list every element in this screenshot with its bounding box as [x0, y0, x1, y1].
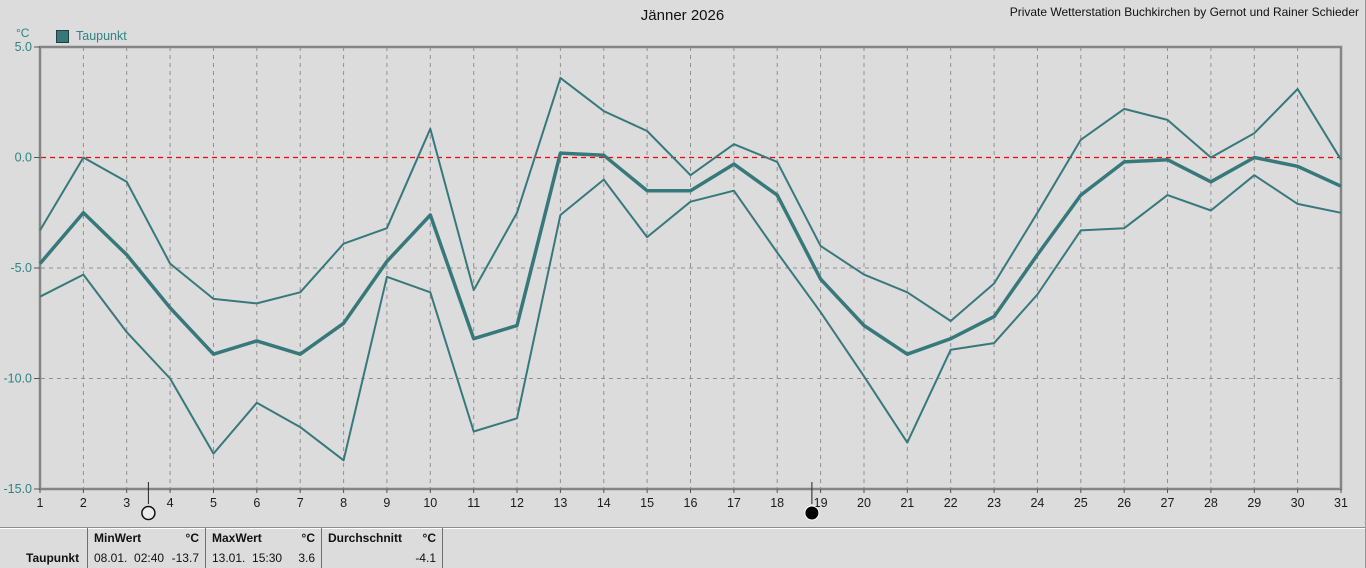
y-tick-label: -5.0 — [10, 261, 32, 275]
legend-swatch-icon — [56, 29, 69, 43]
minwert-datetime: 08.01. 02:40 — [94, 551, 165, 565]
series-line-max — [39, 76, 1342, 322]
x-tick-label: 31 — [1334, 496, 1348, 510]
x-tick-label: 3 — [123, 496, 130, 510]
maxwert-value: 3.6 — [298, 551, 315, 565]
y-tick-label: -10.0 — [4, 372, 33, 386]
maxwert-unit: °C — [301, 531, 315, 545]
y-tick-label: 5.0 — [15, 40, 32, 54]
x-tick-label: 20 — [857, 496, 871, 510]
chart-svg: 5.00.0-5.0-10.0-15.01 2 3 4 5 6 7 8 9 10 11 12 13 14 1… — [4, 40, 1348, 521]
x-tick-label: 19 — [814, 496, 828, 510]
legend-label: Taupunkt — [76, 29, 127, 43]
stats-row-label-cell: Taupunkt — [0, 528, 88, 568]
legend: Taupunkt — [56, 29, 127, 43]
durchschnitt-header: Durchschnitt — [328, 531, 403, 545]
x-tick-label: 22 — [944, 496, 958, 510]
x-tick-label: 8 — [340, 496, 347, 510]
x-tick-label: 14 — [597, 496, 611, 510]
x-tick-label: 12 — [510, 496, 524, 510]
maxwert-header: MaxWert — [212, 531, 262, 545]
x-tick-label: 16 — [684, 496, 698, 510]
stats-row-label: Taupunkt — [26, 551, 80, 565]
stats-table: Taupunkt MinWert °C 08.01. 02:40 -13.7 M… — [0, 527, 1365, 568]
durchschnitt-value: -4.1 — [415, 551, 436, 565]
x-tick-label: 5 — [210, 496, 217, 510]
durchschnitt-unit: °C — [422, 531, 436, 545]
y-tick-label: 0.0 — [15, 151, 32, 165]
stats-empty-cell — [443, 528, 1365, 568]
y-tick-label: -15.0 — [4, 482, 33, 496]
x-tick-label: 15 — [640, 496, 654, 510]
y-axis-unit: °C — [16, 26, 30, 40]
x-tick-label: 13 — [553, 496, 567, 510]
x-tick-label: 4 — [167, 496, 174, 510]
x-tick-label: 30 — [1291, 496, 1305, 510]
stats-col-maxwert: MaxWert °C 13.01. 15:30 3.6 — [206, 528, 322, 568]
x-tick-label: 21 — [900, 496, 914, 510]
x-tick-label: 27 — [1161, 496, 1175, 510]
x-tick-label: 26 — [1117, 496, 1131, 510]
station-credit: Private Wetterstation Buchkirchen by Ger… — [1009, 5, 1359, 19]
maxwert-datetime: 13.01. 15:30 — [212, 551, 283, 565]
x-tick-label: 1 — [37, 496, 44, 510]
x-tick-label: 23 — [987, 496, 1001, 510]
stats-col-minwert: MinWert °C 08.01. 02:40 -13.7 — [88, 528, 206, 568]
chart-title: Jänner 2026 — [640, 7, 725, 24]
x-tick-label: 17 — [727, 496, 741, 510]
x-tick-label: 28 — [1204, 496, 1218, 510]
x-tick-label: 29 — [1247, 496, 1261, 510]
x-tick-label: 2 — [80, 496, 87, 510]
x-tick-label: 6 — [253, 496, 260, 510]
dewpoint-chart: 5.0 0.0 -5.0 -10.0 -15.0 1 2 3 4 5 6 7 8 9 10 11 12 13 14 1… — [4, 40, 1348, 521]
x-tick-label: 11 — [467, 496, 480, 510]
x-tick-label: 24 — [1030, 496, 1044, 510]
x-tick-label: 7 — [297, 496, 304, 510]
x-tick-label: 9 — [383, 496, 390, 510]
minwert-header: MinWert — [94, 531, 142, 545]
series-line-min — [39, 174, 1342, 462]
x-tick-label: 18 — [770, 496, 784, 510]
series-line-mittel — [38, 151, 1342, 356]
new-moon-icon — [804, 505, 820, 521]
stats-col-durchschnitt: Durchschnitt °C -4.1 — [322, 528, 443, 568]
minwert-unit: °C — [185, 531, 199, 545]
x-tick-label: 10 — [423, 496, 437, 510]
minwert-value: -13.7 — [171, 551, 199, 565]
x-tick-label: 25 — [1074, 496, 1088, 510]
full-moon-icon — [141, 505, 156, 521]
